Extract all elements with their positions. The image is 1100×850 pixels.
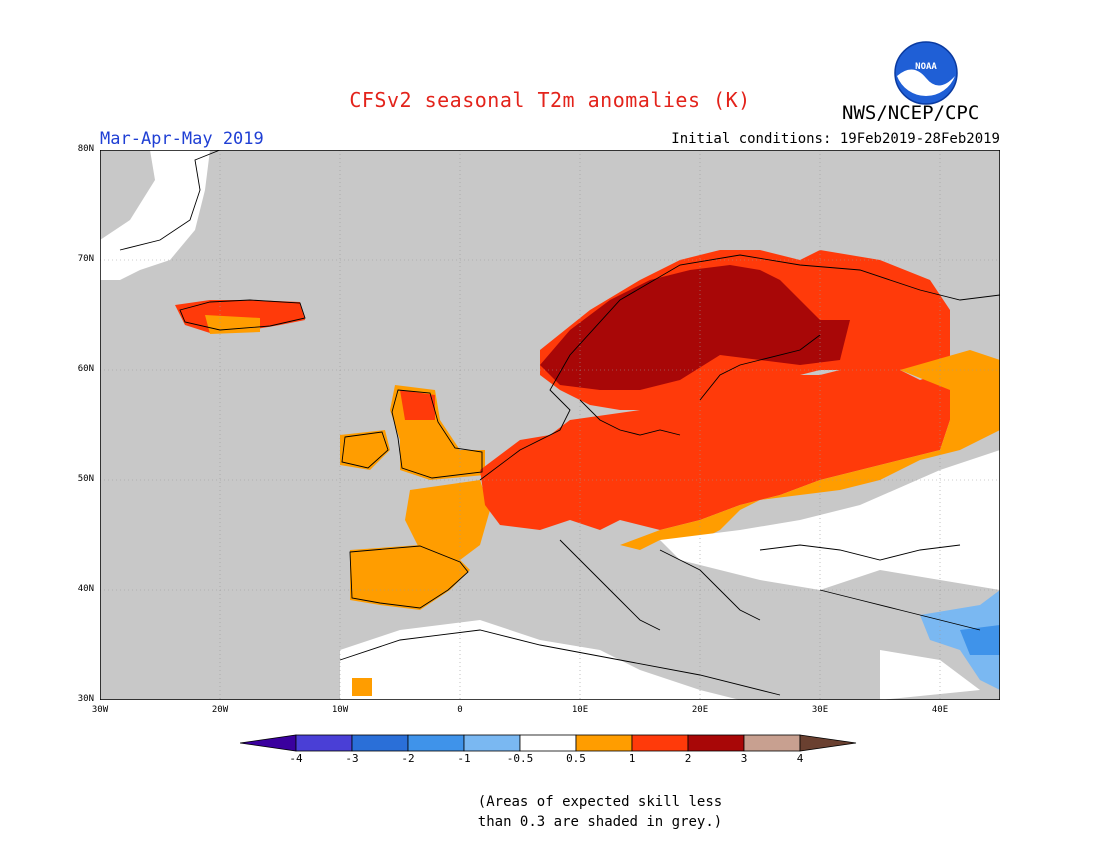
region-darkred-core: [540, 265, 850, 390]
lat-label-70n: 70N: [77, 254, 94, 264]
region-middle-east-white: [880, 650, 980, 700]
lon-label-30w: 30W: [91, 705, 109, 715]
lat-label-80n: 80N: [77, 144, 94, 154]
lon-label-0: 0: [457, 705, 463, 715]
lon-label-40e: 40E: [931, 705, 949, 715]
colorbar-segment: [575, 734, 633, 752]
colorbar-label-neg1: -1: [457, 752, 471, 765]
colorbar-segment: [743, 734, 801, 752]
chart-title: CFSv2 seasonal T2m anomalies (K): [349, 88, 751, 112]
colorbar-segment: [295, 734, 353, 752]
colorbar-segment: [687, 734, 745, 752]
region-central-europe: [480, 360, 950, 530]
lon-label-10e: 10E: [571, 705, 589, 715]
colorbar-segment: [463, 734, 521, 752]
lon-label-20w: 20W: [211, 705, 229, 715]
lat-label-50n: 50N: [77, 474, 94, 484]
logo-text: NOAA: [915, 62, 937, 72]
region-iceland: [175, 300, 305, 333]
skill-note-line1: (Areas of expected skill less: [477, 794, 723, 810]
lat-label-30n: 30N: [77, 694, 94, 704]
colorbar: [240, 734, 857, 752]
lon-label-10w: 10W: [331, 705, 349, 715]
region-france: [405, 480, 490, 560]
colorbar-label-3: 3: [740, 752, 748, 765]
lat-label-40n: 40N: [77, 584, 94, 594]
organization-label: NWS/NCEP/CPC: [842, 102, 980, 124]
region-morocco-orange: [352, 678, 372, 696]
colorbar-label-2: 2: [684, 752, 692, 765]
region-iceland-south: [205, 315, 260, 334]
skill-note: (Areas of expected skill less than 0.3 a…: [440, 792, 760, 832]
colorbar-label-4: 4: [796, 752, 804, 765]
lat-label-60n: 60N: [77, 364, 94, 374]
region-east-white: [660, 450, 1000, 590]
region-orange-east: [620, 350, 1000, 550]
colorbar-label-neg05: -0.5: [506, 752, 534, 765]
colorbar-label-neg4: -4: [289, 752, 303, 765]
region-greenland: [100, 150, 210, 280]
region-scotland: [400, 390, 435, 420]
colorbar-arrow-right: [799, 734, 857, 752]
colorbar-label-1: 1: [628, 752, 636, 765]
colorbar-label-neg2: -2: [401, 752, 415, 765]
initial-conditions-label: Initial conditions: 19Feb2019-28Feb2019: [671, 131, 1000, 147]
colorbar-segment: [351, 734, 409, 752]
lon-label-20e: 20E: [691, 705, 709, 715]
noaa-logo-icon: NOAA: [894, 41, 958, 105]
colorbar-label-05: 0.5: [566, 752, 586, 765]
colorbar-segment: [407, 734, 465, 752]
season-label: Mar-Apr-May 2019: [100, 129, 264, 149]
anomaly-map: [100, 150, 1000, 700]
colorbar-segment: [519, 734, 577, 752]
colorbar-arrow-left: [240, 734, 297, 752]
lon-label-30e: 30E: [811, 705, 829, 715]
region-iberia: [350, 545, 470, 610]
coastlines: [119, 150, 1000, 696]
colorbar-label-neg3: -3: [345, 752, 359, 765]
region-north-africa-west: [340, 620, 740, 700]
colorbar-segment: [631, 734, 689, 752]
region-blue: [960, 625, 1000, 655]
skill-note-line2: than 0.3 are shaded in grey.): [477, 814, 723, 830]
